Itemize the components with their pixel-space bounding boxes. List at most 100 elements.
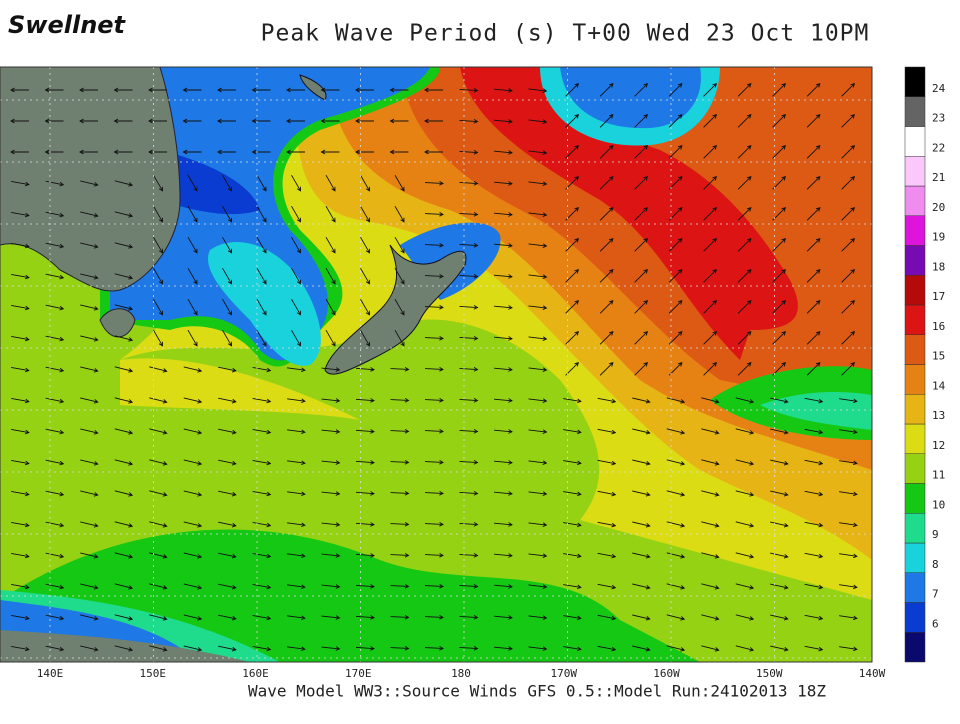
wind-arrow bbox=[701, 521, 720, 528]
colorbar-band bbox=[904, 126, 926, 157]
wind-arrow bbox=[114, 490, 134, 497]
wind-arrow bbox=[11, 336, 30, 342]
wind-arrow bbox=[424, 366, 444, 372]
colorbar-label: 8 bbox=[932, 558, 939, 571]
wind-arrow bbox=[325, 236, 336, 254]
wind-arrow bbox=[355, 429, 375, 434]
wind-arrow bbox=[389, 118, 409, 124]
wind-arrow bbox=[360, 267, 370, 285]
wind-arrow bbox=[424, 583, 444, 589]
wind-arrow bbox=[841, 330, 856, 345]
wind-arrow bbox=[668, 330, 683, 345]
wind-arrows bbox=[10, 82, 858, 652]
wind-arrow bbox=[287, 584, 306, 590]
wind-arrow bbox=[222, 174, 232, 192]
wind-arrow bbox=[153, 236, 163, 254]
wind-arrow bbox=[806, 268, 821, 283]
wind-arrow bbox=[217, 87, 236, 93]
wind-arrow bbox=[424, 273, 444, 279]
wind-arrow bbox=[666, 614, 686, 621]
wind-arrow bbox=[703, 237, 718, 252]
wind-arrow bbox=[493, 522, 513, 527]
wind-arrow bbox=[114, 242, 134, 249]
wind-arrow bbox=[772, 237, 787, 252]
footer: Wave Model WW3::Source Winds GFS 0.5::Mo… bbox=[248, 682, 826, 701]
wind-arrow bbox=[424, 118, 443, 124]
wind-arrow bbox=[80, 552, 99, 559]
wind-arrow bbox=[737, 82, 752, 97]
wind-arrow bbox=[597, 459, 617, 466]
colorbar-band bbox=[904, 245, 926, 276]
wind-arrow bbox=[493, 429, 513, 434]
wind-arrow bbox=[565, 144, 580, 159]
title: Peak Wave Period (s) T+00 Wed 23 Oct 10P… bbox=[261, 21, 870, 47]
colorbar-band bbox=[904, 334, 926, 365]
wind-arrow bbox=[770, 583, 789, 590]
wind-arrow bbox=[772, 144, 787, 159]
wind-arrow bbox=[528, 274, 548, 279]
wind-arrow bbox=[565, 237, 580, 252]
wind-arrow bbox=[459, 181, 479, 186]
wind-arrow bbox=[668, 82, 683, 97]
longitude-label: 150W bbox=[756, 667, 783, 680]
wind-arrow bbox=[839, 553, 858, 559]
wind-arrow bbox=[666, 397, 686, 404]
wind-arrow bbox=[355, 522, 375, 527]
wind-arrow bbox=[528, 646, 548, 651]
wind-arrow bbox=[666, 583, 686, 590]
wind-arrow bbox=[286, 149, 305, 155]
wind-arrow bbox=[286, 87, 305, 93]
wind-arrow bbox=[360, 174, 370, 192]
wind-arrow bbox=[45, 180, 65, 187]
wind-arrow bbox=[256, 205, 267, 223]
wind-arrow bbox=[291, 298, 301, 316]
wind-arrow bbox=[187, 236, 198, 254]
wind-arrow bbox=[45, 366, 65, 373]
wind-arrow bbox=[528, 615, 548, 620]
wind-arrow bbox=[597, 521, 617, 528]
wind-arrow bbox=[355, 149, 374, 155]
wind-arrow bbox=[634, 268, 649, 283]
wind-arrow bbox=[459, 212, 479, 217]
wind-arrow bbox=[599, 361, 614, 376]
wind-arrow bbox=[424, 335, 444, 341]
wind-arrow bbox=[666, 459, 686, 466]
colorbar-band bbox=[904, 304, 926, 335]
wind-arrow bbox=[183, 459, 203, 466]
wind-arrow bbox=[252, 584, 272, 590]
wind-arrow bbox=[528, 212, 548, 217]
wind-arrow bbox=[218, 397, 237, 404]
wind-arrow bbox=[563, 553, 582, 559]
wind-arrow bbox=[360, 329, 370, 347]
wind-arrow bbox=[183, 583, 203, 590]
wind-arrow bbox=[45, 211, 65, 218]
wind-arrow bbox=[321, 398, 341, 403]
wind-arrow bbox=[806, 330, 821, 345]
colorbar-band bbox=[904, 185, 926, 216]
wind-arrow bbox=[565, 82, 580, 97]
wind-arrow bbox=[459, 274, 479, 279]
wind-arrow bbox=[493, 398, 513, 403]
wind-arrow bbox=[597, 614, 617, 621]
wind-arrow bbox=[114, 180, 134, 187]
wind-arrow bbox=[735, 490, 755, 497]
colorbar-band bbox=[904, 453, 926, 484]
wind-arrow bbox=[666, 552, 686, 559]
wind-arrow bbox=[287, 429, 306, 435]
wind-arrow bbox=[703, 330, 718, 345]
wind-arrow bbox=[735, 428, 755, 435]
wind-arrow bbox=[806, 299, 821, 314]
longitude-label: 140W bbox=[859, 667, 886, 680]
wind-arrow bbox=[218, 428, 237, 435]
wind-arrow bbox=[804, 521, 824, 528]
wind-arrow bbox=[45, 242, 65, 249]
wind-arrow bbox=[528, 553, 548, 558]
wind-arrow bbox=[45, 645, 65, 652]
wind-arrow bbox=[355, 646, 375, 651]
wind-arrow bbox=[668, 299, 683, 314]
wind-arrow bbox=[355, 87, 374, 93]
wind-arrow bbox=[839, 584, 858, 590]
wind-arrow bbox=[806, 82, 821, 97]
wind-arrow bbox=[806, 237, 821, 252]
wind-arrow bbox=[772, 113, 787, 128]
